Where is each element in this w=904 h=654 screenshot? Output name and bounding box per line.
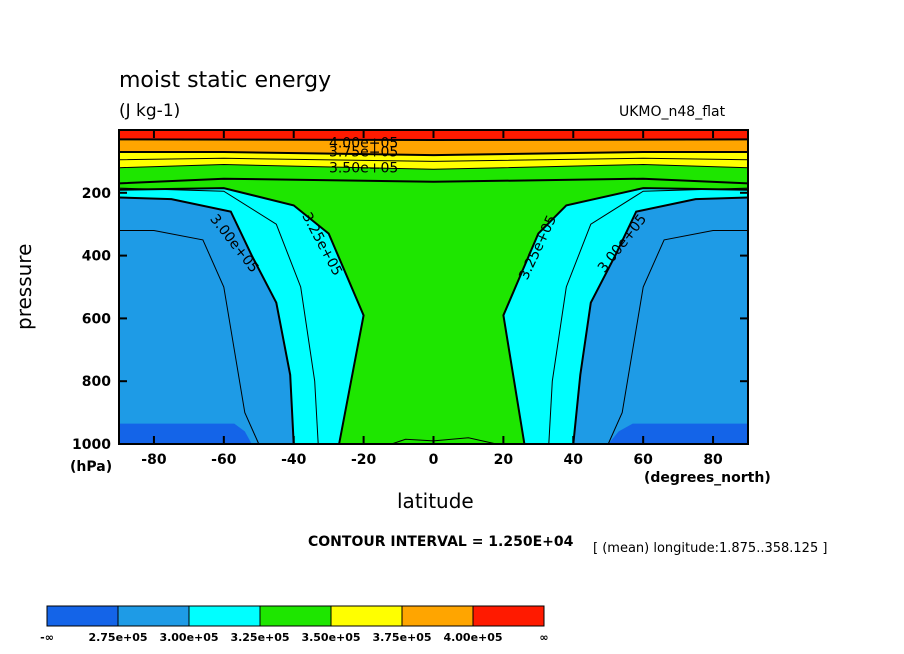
contour-325-south (118, 187, 365, 445)
colorbar: -∞ 2.75e+05 3.00e+05 3.25e+05 3.50e+05 3.75e+… (40, 605, 549, 644)
contour-interval-note: CONTOUR INTERVAL = 1.250E+04 (308, 534, 574, 550)
contour-label: 3.75e+05 (329, 145, 398, 161)
contour-fill-layer (119, 130, 748, 444)
contour-362 (118, 163, 749, 170)
colorbar-label: -∞ (40, 631, 54, 644)
colorbar-label: ∞ (539, 631, 548, 644)
x-tick-label: -60 (211, 452, 237, 468)
colorbar-swatch (46, 605, 119, 627)
colorbar-swatch (117, 605, 190, 627)
colorbar-swatch (401, 605, 474, 627)
contour-400 (118, 138, 749, 142)
x-tick-label: 0 (429, 452, 439, 468)
y-tick-label: 200 (82, 186, 111, 202)
y-tick-label: 400 (82, 249, 111, 265)
y-tick-label: 1000 (72, 437, 111, 453)
region-325-350 (119, 130, 748, 444)
y-axis-label: pressure (12, 243, 36, 330)
region-275-300-south (119, 197, 294, 444)
contour-line-layer (118, 130, 749, 445)
model-label: UKMO_n48_flat (619, 104, 726, 120)
x-tick-label: 20 (494, 452, 514, 468)
y-tick-label: 600 (82, 311, 111, 327)
chart-title: moist static energy (119, 68, 332, 93)
contour-label: 3.50e+05 (329, 160, 398, 176)
contour-312-north (548, 187, 749, 445)
contour-300-south (118, 196, 295, 445)
colorbar-label: 2.75e+05 (88, 631, 147, 644)
x-tick-label: 80 (703, 452, 723, 468)
contour-300-north (572, 196, 749, 445)
colorbar-label: 3.25e+05 (230, 631, 289, 644)
x-axis-unit: (degrees_north) (644, 470, 771, 486)
x-tick-label: -40 (281, 452, 307, 468)
contour-287-north (607, 230, 748, 445)
contour-375 (119, 151, 748, 157)
colorbar-swatch (188, 605, 261, 627)
region-275-300-north (573, 197, 748, 444)
x-tick-label: 40 (564, 452, 584, 468)
colorbar-label: 3.00e+05 (159, 631, 218, 644)
colorbar-label: 3.75e+05 (372, 631, 431, 644)
contour-312-south (118, 187, 319, 445)
units-label: (J kg-1) (119, 101, 181, 121)
colorbar-label: 4.00e+05 (443, 631, 502, 644)
x-axis-label: latitude (397, 489, 474, 513)
x-tick-label: -80 (141, 452, 167, 468)
axis-ticks: -80 -60 -40 -20 0 20 40 60 80 200 400 600 800 1000 (72, 130, 748, 468)
x-tick-label: 60 (633, 452, 653, 468)
colorbar-swatch (472, 605, 545, 627)
colorbar-swatch (259, 605, 332, 627)
colorbar-label: 3.50e+05 (301, 631, 360, 644)
region-lt275-south (119, 423, 252, 444)
contour-350 (118, 177, 749, 185)
y-tick-label: 800 (82, 374, 111, 390)
contour-287-south (119, 230, 260, 445)
contour-label: 4.00e+05 (329, 135, 398, 151)
mean-longitude-note: [ (mean) longitude:1.875..358.125 ] (593, 541, 828, 556)
region-lt275-north (608, 423, 748, 444)
x-tick-label: -20 (351, 452, 377, 468)
y-axis-unit: (hPa) (70, 459, 113, 475)
contour-368 (118, 157, 749, 162)
colorbar-swatch (330, 605, 403, 627)
